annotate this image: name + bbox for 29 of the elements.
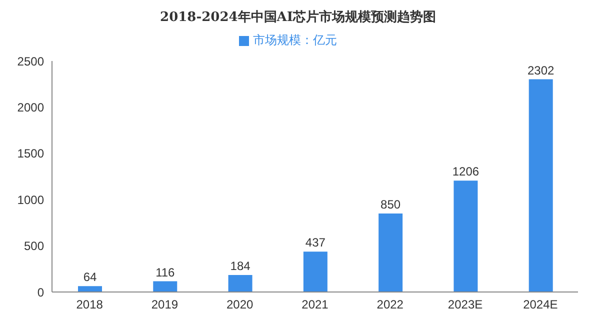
data-label: 116 — [156, 265, 176, 280]
y-tick-label: 2500 — [17, 54, 44, 68]
data-label: 184 — [230, 259, 251, 273]
y-tick-label: 1000 — [17, 192, 44, 207]
bar — [454, 180, 478, 292]
data-label: 437 — [305, 236, 326, 250]
x-tick-label: 2022 — [376, 298, 404, 312]
x-tick-label: 2019 — [151, 298, 178, 312]
y-tick-label: 2000 — [17, 100, 44, 114]
x-tick-label: 2023E — [448, 298, 483, 312]
bar — [228, 275, 252, 292]
data-label: 2302 — [528, 63, 555, 78]
legend-label: 市场规模：亿元 — [253, 33, 337, 47]
chart-title: 2018-2024年中国AI芯片市场规模预测趋势图 — [159, 8, 437, 27]
bar — [378, 213, 403, 292]
data-label: 64 — [83, 270, 97, 284]
y-tick-label: 1500 — [17, 146, 44, 161]
x-tick-label: 2018 — [76, 298, 104, 312]
x-tick-label: 2024E — [523, 298, 558, 312]
y-tick-label: 0 — [37, 285, 44, 300]
x-tick-label: 2021 — [302, 298, 329, 312]
bar — [153, 281, 178, 292]
x-tick-label: 2020 — [226, 298, 254, 312]
data-label: 1206 — [452, 164, 480, 179]
bar — [528, 79, 553, 292]
y-tick-label: 500 — [24, 239, 44, 254]
bar — [303, 252, 328, 292]
data-label: 850 — [380, 197, 401, 212]
bar — [78, 286, 102, 292]
